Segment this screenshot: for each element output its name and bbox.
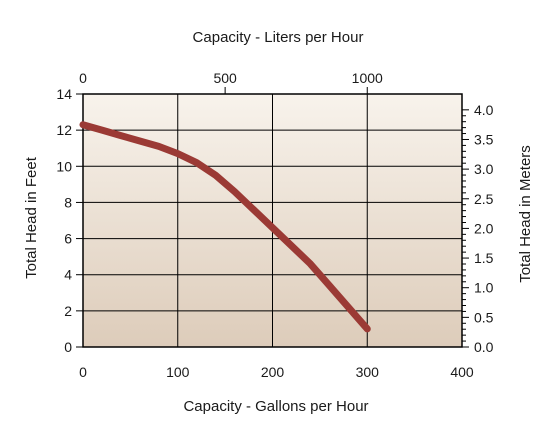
- x-axis-label: Capacity - Gallons per Hour: [183, 398, 368, 415]
- x-tick-label: 100: [166, 364, 190, 380]
- y-tick-label: 10: [56, 158, 72, 174]
- y-right-tick-label: 2.5: [474, 191, 494, 207]
- y-right-tick-label: 1.0: [474, 280, 494, 296]
- tick-labels: 0 100 200 300 400 0 2 4 6 8 10 12 14 0 500 1000 0.0 0.5 1.…: [56, 70, 493, 380]
- y-tick-label: 0: [64, 339, 72, 355]
- y-right-tick-label: 4.0: [474, 102, 494, 118]
- y-tick-label: 14: [56, 86, 72, 102]
- y-right-tick-label: 3.5: [474, 131, 494, 147]
- y-tick-label: 2: [64, 303, 72, 319]
- y-tick-label: 12: [56, 122, 72, 138]
- chart-title: Capacity - Liters per Hour: [193, 29, 364, 46]
- y-right-tick-label: 0.5: [474, 309, 494, 325]
- x-tick-label: 0: [79, 364, 87, 380]
- y-right-tick-label: 1.5: [474, 250, 494, 266]
- x-tick-label: 400: [450, 364, 474, 380]
- y-right-tick-label: 2.0: [474, 220, 494, 236]
- grid-lines: [83, 94, 462, 347]
- y-tick-label: 8: [64, 194, 72, 210]
- y-right-tick-label: 3.0: [474, 161, 494, 177]
- pump-curve-line: [79, 121, 371, 333]
- plot-frame: [82, 93, 463, 348]
- x-top-tick-label: 1000: [352, 70, 383, 86]
- y-right-tick-label: 0.0: [474, 339, 494, 355]
- series-layer: [79, 121, 371, 333]
- y-axis-label-left: Total Head in Feet: [23, 156, 40, 279]
- y-tick-label: 6: [64, 231, 72, 247]
- x-tick-label: 200: [261, 364, 285, 380]
- x-top-tick-label: 500: [213, 70, 237, 86]
- axes: [76, 87, 469, 348]
- y-tick-label: 4: [64, 267, 72, 283]
- x-top-tick-label: 0: [79, 70, 87, 86]
- y-axis-label-right: Total Head in Meters: [517, 145, 534, 283]
- x-tick-label: 300: [356, 364, 380, 380]
